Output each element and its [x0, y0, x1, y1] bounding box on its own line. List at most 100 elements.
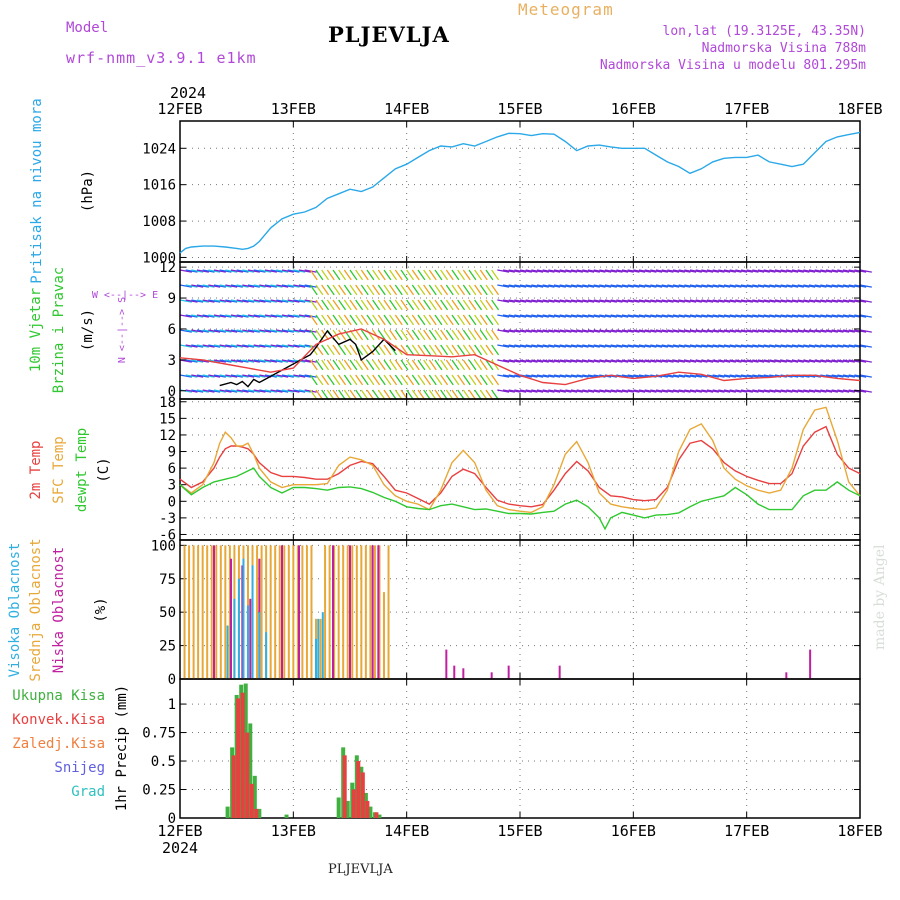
wind-barb: [253, 299, 266, 303]
bar-srednja-oblacnost: [292, 545, 295, 679]
wind-barb: [343, 374, 352, 386]
wind-barb: [757, 389, 770, 393]
wind-barb: [236, 359, 249, 363]
wind-barb: [372, 299, 381, 311]
wind-barb: [599, 329, 612, 333]
wind-barb: [684, 329, 697, 333]
wind-barb: [752, 269, 765, 273]
wind-barb: [859, 284, 872, 288]
wind-barb: [621, 314, 634, 318]
wind-barb: [298, 329, 311, 333]
wind-barb: [797, 314, 810, 318]
wind-barb: [752, 299, 765, 303]
y-tick-label: 0.25: [142, 783, 176, 799]
wind-barb: [723, 314, 736, 318]
wind-barb: [650, 314, 663, 318]
wind-barb: [621, 359, 634, 363]
wind-barb: [712, 359, 725, 363]
series-line-sfc-temp: [179, 406, 861, 514]
wind-compass-we: W <--|--> E: [92, 290, 158, 301]
wind-barb: [219, 374, 232, 378]
wind-barb: [780, 299, 793, 303]
bar-srednja-oblacnost: [296, 545, 299, 679]
wind-barb: [825, 299, 838, 303]
wind-barb: [281, 314, 294, 318]
wind-barb: [253, 389, 266, 393]
wind-barb: [219, 299, 232, 303]
wind-barb: [298, 269, 311, 273]
wind-barb: [621, 374, 634, 378]
wind-barb: [610, 269, 623, 273]
wind-barb: [525, 299, 538, 303]
wind-barb: [825, 314, 838, 318]
wind-barb: [208, 389, 221, 393]
wind-barb: [276, 299, 289, 303]
wind-barb: [757, 374, 770, 378]
wind-barb: [445, 374, 454, 386]
wind-barb: [338, 374, 347, 386]
wind-barb: [451, 344, 460, 356]
wind-barb: [774, 314, 787, 318]
wind-barb: [576, 314, 589, 318]
wind-barb: [372, 269, 381, 281]
wind-barb: [445, 284, 454, 296]
wind-barb: [684, 344, 697, 348]
wind-barb: [582, 299, 595, 303]
wind-barb: [485, 269, 494, 281]
wind-barb: [372, 389, 381, 401]
wind-barb: [616, 284, 629, 288]
wind-barb: [570, 389, 583, 393]
wind-barb: [803, 269, 816, 273]
wind-barb: [366, 344, 375, 356]
wind-barb: [740, 299, 753, 303]
wind-barb: [287, 389, 300, 393]
wind-barb: [701, 269, 714, 273]
wind-barb: [553, 269, 566, 273]
wind-barb: [502, 299, 515, 303]
y-tick-label: 6: [168, 322, 176, 338]
wind-barb: [236, 329, 249, 333]
wind-barb: [582, 344, 595, 348]
wind-barb: [196, 359, 209, 363]
wind-barb: [185, 269, 198, 273]
wind-barb: [752, 344, 765, 348]
wind-barb: [672, 344, 685, 348]
wind-barb: [247, 344, 260, 348]
wind-barb: [565, 284, 578, 288]
wind-barb: [242, 359, 255, 363]
wind-barb: [196, 344, 209, 348]
wind-barb: [536, 314, 549, 318]
wind-barb: [213, 359, 226, 363]
wind-barb: [400, 314, 409, 326]
wind-barb: [474, 299, 483, 311]
wind-barb: [326, 314, 335, 326]
wind-barb: [338, 299, 347, 311]
wind-barb: [542, 374, 555, 378]
wind-barb: [706, 359, 719, 363]
bar-srednja-oblacnost: [224, 545, 227, 679]
wind-barb: [689, 284, 702, 288]
wind-barb: [247, 389, 260, 393]
wind-barb: [445, 269, 454, 281]
wind-barb: [570, 374, 583, 378]
wind-barb: [712, 299, 725, 303]
wind-barb: [428, 284, 437, 296]
wind-barb: [729, 284, 742, 288]
wind-barb: [712, 314, 725, 318]
wind-barb: [593, 344, 606, 348]
wind-barb: [247, 359, 260, 363]
bar-srednja-oblacnost: [364, 545, 367, 679]
wind-barb: [842, 344, 855, 348]
wind-barb: [814, 329, 827, 333]
wind-barb: [820, 284, 833, 288]
bar-ukupna-kisa: [336, 797, 341, 818]
wind-barb: [281, 359, 294, 363]
wind-barb: [225, 344, 238, 348]
bar-srednja-oblacnost: [219, 545, 222, 679]
wind-barb: [281, 269, 294, 273]
wind-barb: [610, 314, 623, 318]
bar-srednja-oblacnost: [305, 545, 308, 679]
wind-barb: [253, 344, 266, 348]
wind-barb: [326, 359, 335, 371]
wind-barb: [610, 329, 623, 333]
